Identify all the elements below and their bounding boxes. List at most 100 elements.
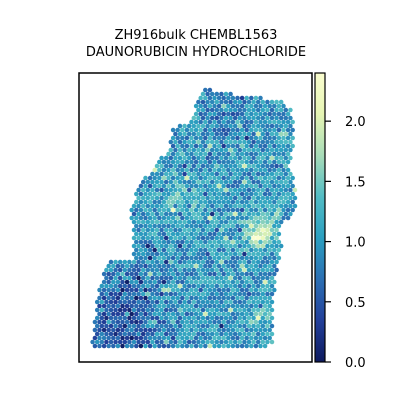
spot — [157, 223, 162, 229]
spot — [198, 343, 203, 349]
spot — [180, 231, 185, 237]
spot — [159, 195, 164, 201]
spot — [260, 299, 266, 305]
spot — [184, 199, 190, 205]
spot — [115, 343, 121, 349]
spot — [262, 167, 268, 173]
spot — [276, 143, 282, 149]
spot — [101, 279, 107, 285]
spot — [253, 271, 259, 277]
spot — [177, 307, 183, 313]
spot — [191, 259, 197, 265]
spot — [175, 175, 180, 181]
spot — [191, 123, 197, 129]
spot — [253, 255, 259, 261]
spot — [140, 187, 146, 193]
spot — [232, 123, 238, 129]
spot — [196, 211, 201, 217]
spot — [212, 183, 217, 189]
spot — [235, 175, 240, 181]
spot — [212, 223, 217, 229]
spot — [226, 135, 231, 141]
spot — [251, 115, 256, 121]
spot — [120, 327, 125, 333]
spot — [140, 331, 146, 337]
spot — [203, 327, 208, 333]
spot — [150, 219, 155, 225]
spot — [168, 331, 174, 337]
spot — [258, 239, 263, 245]
spot — [219, 155, 224, 161]
spot — [290, 207, 295, 213]
spot — [244, 319, 249, 325]
spot — [152, 343, 157, 349]
spot — [237, 171, 243, 177]
spot — [186, 299, 192, 305]
spot — [281, 127, 286, 133]
spot — [166, 247, 171, 253]
spot — [111, 279, 116, 285]
spot — [205, 203, 210, 209]
spot — [104, 307, 109, 313]
spot — [283, 195, 289, 201]
spot — [189, 287, 194, 293]
spot — [143, 199, 148, 205]
spot — [239, 207, 245, 213]
spot — [207, 263, 213, 269]
spot — [269, 123, 275, 129]
spot — [269, 99, 275, 105]
spot — [255, 211, 261, 217]
spot — [242, 195, 247, 201]
spot — [136, 283, 141, 289]
spot — [209, 291, 215, 297]
spot — [288, 131, 293, 137]
spot — [168, 195, 174, 201]
spot — [221, 143, 226, 149]
spot — [177, 339, 183, 345]
spot — [265, 107, 270, 113]
spot — [108, 275, 114, 281]
spot — [249, 239, 254, 245]
colorbar-tick-label: 1.0 — [345, 236, 366, 251]
spot — [258, 159, 263, 165]
spot — [235, 223, 240, 229]
spot — [170, 167, 176, 173]
spot — [150, 211, 155, 217]
spot — [154, 179, 160, 185]
spot — [111, 271, 116, 277]
spot — [186, 219, 192, 225]
spot — [255, 227, 261, 233]
spot — [193, 119, 199, 125]
spot — [168, 155, 174, 161]
spot — [216, 279, 222, 285]
spot — [262, 247, 268, 253]
spot — [140, 299, 146, 305]
spot — [177, 171, 183, 177]
spot — [143, 215, 148, 221]
spot — [262, 319, 268, 325]
spot — [253, 263, 259, 269]
spot — [173, 147, 178, 153]
spot — [180, 159, 185, 165]
spot — [166, 319, 171, 325]
spot — [228, 323, 233, 329]
spot — [152, 319, 157, 325]
spot — [290, 183, 295, 189]
spot — [246, 323, 252, 329]
spot — [200, 107, 206, 113]
spot — [134, 263, 139, 269]
spot — [230, 207, 236, 213]
spot — [145, 195, 151, 201]
spot — [228, 147, 233, 153]
spot — [242, 291, 247, 297]
spot — [157, 319, 162, 325]
spot — [230, 335, 236, 341]
spot — [272, 247, 277, 253]
spot — [267, 127, 272, 133]
spot — [193, 127, 199, 133]
spot — [260, 107, 266, 113]
spot — [260, 163, 266, 169]
spot — [173, 187, 178, 193]
spot — [207, 175, 213, 181]
spot — [216, 183, 222, 189]
